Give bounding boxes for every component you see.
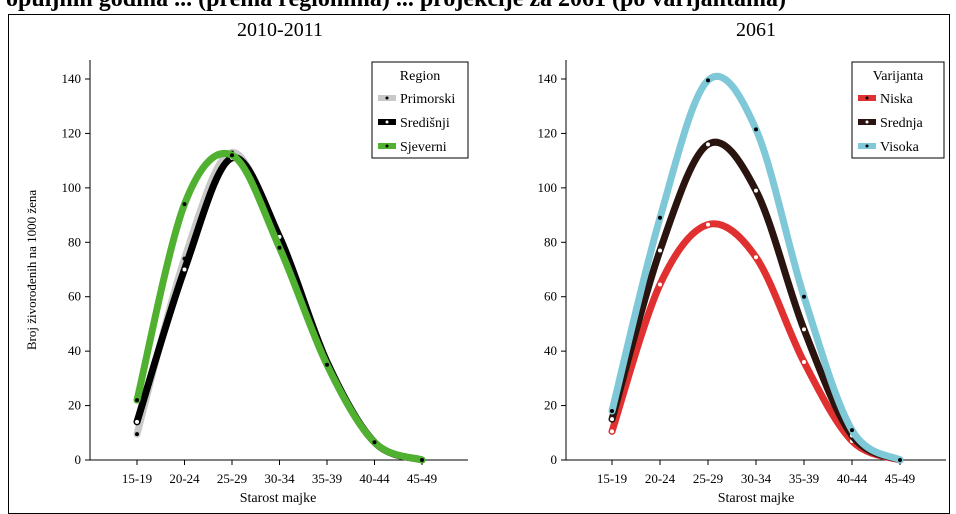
left-legend-label: Središnji bbox=[400, 116, 450, 131]
right-x-tick-label: 45-49 bbox=[885, 471, 915, 486]
right-x-tick-label: 30-34 bbox=[741, 471, 772, 486]
right-chart: 2061 0 20 40 60 80 100 120 140 15-19 20-24 25-29 30-… bbox=[538, 19, 946, 506]
right-data-point bbox=[754, 255, 758, 260]
left-data-point bbox=[372, 440, 377, 445]
left-legend-swatch-dot bbox=[385, 120, 389, 124]
right-series-line-srednja bbox=[608, 138, 904, 464]
left-x-tick-label: 25-29 bbox=[217, 471, 247, 486]
right-data-point bbox=[706, 142, 710, 147]
right-data-point bbox=[898, 458, 902, 462]
left-y-tick-label: 40 bbox=[68, 343, 81, 358]
right-y-tick-label: 0 bbox=[551, 452, 558, 467]
right-legend-box bbox=[851, 61, 945, 159]
right-data-point bbox=[802, 294, 806, 299]
right-y-tick-label: 100 bbox=[538, 180, 558, 195]
right-legend-title: Varijanta bbox=[873, 69, 924, 84]
right-legend-label: Visoka bbox=[880, 140, 920, 155]
right-y-tick-label: 20 bbox=[544, 398, 557, 413]
left-data-point bbox=[230, 153, 234, 158]
right-chart-title: 2061 bbox=[736, 19, 776, 41]
right-data-point bbox=[706, 78, 710, 83]
left-y-tick-label: 0 bbox=[75, 452, 82, 467]
left-y-axis-label: Broj živorođenih na 1000 žena bbox=[24, 190, 39, 351]
left-series-line-središnji bbox=[133, 154, 426, 464]
right-data-point bbox=[610, 409, 614, 414]
left-legend-swatch-dot bbox=[385, 96, 389, 100]
right-y-tick-label: 40 bbox=[544, 343, 557, 358]
right-data-point bbox=[754, 127, 758, 132]
right-y-tick-label: 140 bbox=[538, 71, 558, 86]
right-y-tick-label: 80 bbox=[544, 234, 557, 249]
right-data-point bbox=[610, 429, 614, 434]
right-data-point bbox=[850, 428, 854, 433]
left-legend-box bbox=[371, 61, 469, 159]
right-x-tick-label: 15-19 bbox=[597, 471, 627, 486]
right-y-tick-label: 120 bbox=[538, 125, 558, 140]
left-y-tick-label: 140 bbox=[62, 71, 82, 86]
right-series-line-visoka bbox=[608, 72, 904, 464]
left-y-tick-label: 80 bbox=[68, 234, 81, 249]
left-data-point bbox=[182, 267, 187, 272]
right-data-point bbox=[658, 282, 662, 287]
left-data-point bbox=[420, 458, 424, 462]
right-x-tick-label: 35-39 bbox=[789, 471, 819, 486]
right-legend-label: Niska bbox=[880, 92, 913, 107]
right-data-point bbox=[802, 360, 806, 365]
right-legend-swatch-dot bbox=[865, 96, 869, 100]
right-data-point bbox=[754, 188, 758, 193]
left-legend-swatch-dot bbox=[385, 144, 389, 148]
left-x-axis-label: Starost majke bbox=[240, 491, 317, 506]
left-legend-label: Sjeverni bbox=[400, 140, 447, 155]
left-legend-title: Region bbox=[400, 69, 440, 84]
right-data-point bbox=[658, 215, 662, 220]
left-x-tick-label: 15-19 bbox=[122, 471, 152, 486]
left-legend-label: Primorski bbox=[400, 92, 455, 107]
left-x-tick-label: 35-39 bbox=[312, 471, 342, 486]
left-series-line-sjeverni bbox=[133, 150, 426, 464]
left-y-tick-label: 100 bbox=[62, 180, 82, 195]
left-y-tick-label: 60 bbox=[68, 289, 81, 304]
right-legend-swatch-dot bbox=[865, 120, 869, 124]
right-x-tick-label: 25-29 bbox=[693, 471, 723, 486]
right-data-point bbox=[802, 327, 806, 332]
right-data-point bbox=[706, 222, 710, 227]
left-series-line-primorski bbox=[133, 148, 426, 464]
right-x-tick-label: 40-44 bbox=[837, 471, 868, 486]
right-legend-label: Srednja bbox=[880, 116, 924, 131]
left-data-point bbox=[182, 202, 187, 207]
right-x-axis-label: Starost majke bbox=[718, 491, 795, 506]
left-y-tick-label: 120 bbox=[62, 125, 82, 140]
left-x-tick-label: 20-24 bbox=[169, 471, 200, 486]
left-data-point bbox=[325, 362, 329, 367]
left-chart: 2010-2011 0 20 40 60 80 100 120 140 15-19 20-24 25-… bbox=[24, 19, 469, 506]
left-data-point bbox=[135, 419, 139, 424]
right-data-point bbox=[610, 417, 614, 422]
figure-header-text: opuljnih godina ... (prema regionima) ..… bbox=[6, 0, 786, 13]
right-y-tick-label: 60 bbox=[544, 289, 557, 304]
left-data-point bbox=[277, 245, 282, 250]
left-data-point bbox=[135, 398, 139, 403]
left-x-tick-label: 40-44 bbox=[359, 471, 390, 486]
left-data-point bbox=[135, 432, 139, 437]
left-x-tick-label: 30-34 bbox=[264, 471, 295, 486]
left-chart-title: 2010-2011 bbox=[237, 19, 323, 41]
right-x-tick-label: 20-24 bbox=[645, 471, 676, 486]
figure-header-strip: opuljnih godina ... (prema regionima) ..… bbox=[0, 0, 956, 14]
right-legend-swatch-dot bbox=[865, 144, 869, 148]
left-y-tick-label: 20 bbox=[68, 398, 81, 413]
left-x-tick-label: 45-49 bbox=[407, 471, 437, 486]
right-data-point bbox=[658, 248, 662, 253]
